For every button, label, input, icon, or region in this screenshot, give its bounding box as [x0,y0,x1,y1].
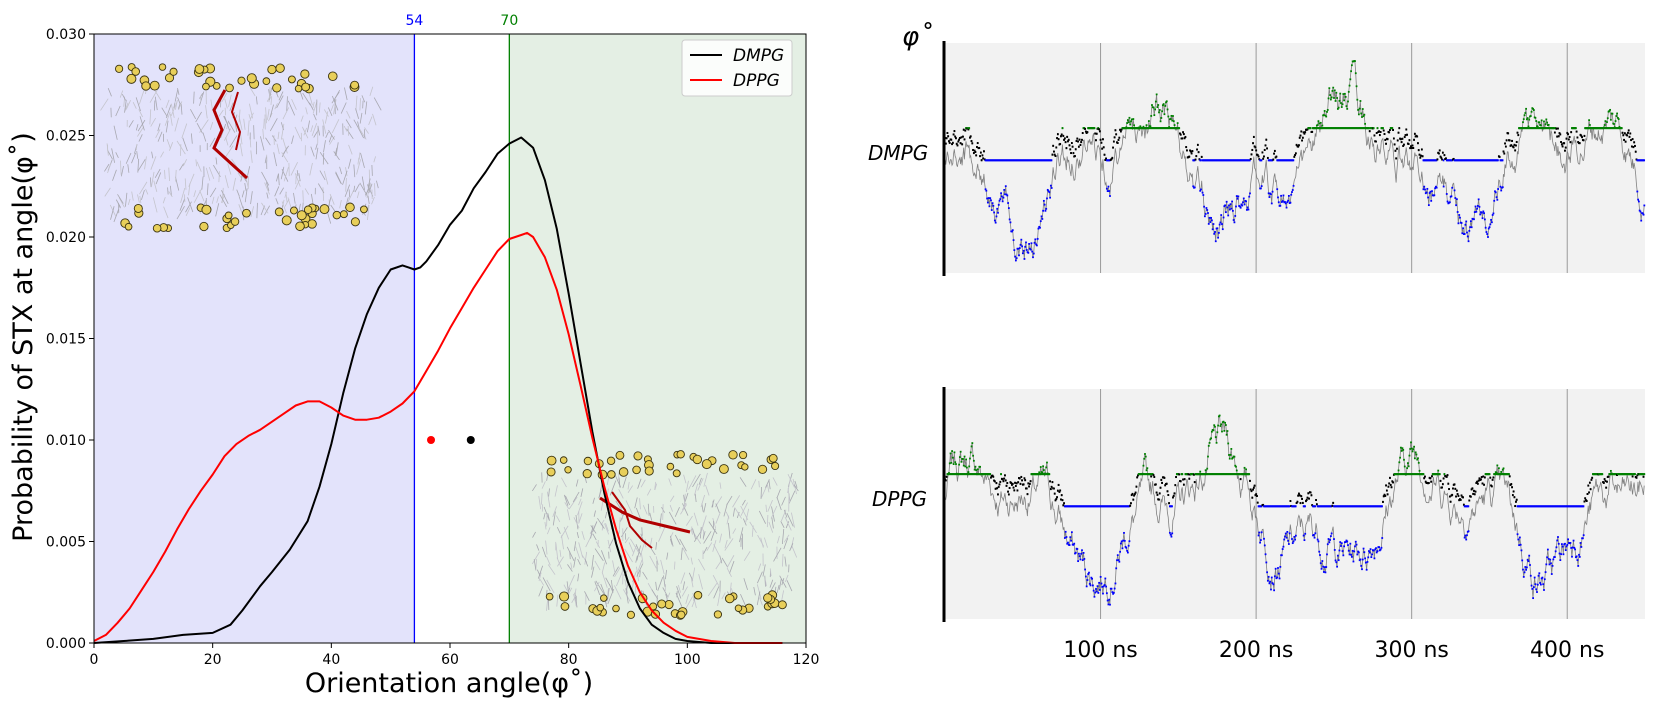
y-tick-label: 0.020 [46,230,86,246]
probability-chart: 54 70 0 20 40 60 80 100 120 0.000 0.005 0.010 0.01… [8,13,819,699]
time-tick-label: 200 ns [1219,638,1293,663]
x-tick-label: 100 [674,652,701,668]
time-tick-label: 400 ns [1530,638,1604,663]
panel-background-dppg [945,389,1645,619]
time-tick-label: 100 ns [1063,638,1137,663]
mean-marker-2 [466,436,475,444]
legend-label-dmpg: DMPG [733,46,784,66]
y-tick-label: 0.010 [46,433,86,449]
y-tick-label: 0.025 [46,129,86,145]
membrane-illustration-bottom-right [531,450,799,620]
x-tick-label: 120 [793,652,820,668]
time-tick-label: 300 ns [1374,638,1448,663]
y-tick-label: 0.015 [46,332,86,348]
legend: DMPG DPPG [681,39,793,97]
phi-axis-label: φ˚ [902,22,932,52]
x-axis-label: Orientation angle(φ˚) [305,668,593,699]
time-series-chart: φ˚ DMPG DPPG 100 ns 200 ns 300 ns 400 ns [868,22,1646,663]
threshold-label-70: 70 [500,13,518,29]
x-tick-label: 0 [90,652,99,668]
legend-label-dppg: DPPG [733,71,780,91]
panel-label-dppg: DPPG [872,487,927,511]
panel-dppg [944,414,1646,606]
plot-frame [93,33,807,644]
series-line-dmpg [93,136,783,644]
panel-label-dmpg: DMPG [868,141,928,165]
panel-dmpg [944,60,1646,262]
x-tick-label: 80 [560,652,578,668]
y-tick-label: 0.005 [46,535,86,551]
x-tick-label: 60 [441,652,459,668]
mean-marker-1 [427,436,436,444]
threshold-label-54: 54 [405,13,423,29]
x-tick-label: 20 [204,652,222,668]
membrane-illustration-top-left [100,63,382,233]
y-axis-label: Probability of STX at angle(φ˚) [8,132,39,542]
y-tick-label: 0.030 [46,27,86,43]
series-line-dppg [93,231,783,644]
x-tick-label: 40 [322,652,340,668]
y-tick-label: 0.000 [46,636,86,652]
panel-background-dmpg [945,43,1645,273]
shaded-region-2 [509,34,806,643]
